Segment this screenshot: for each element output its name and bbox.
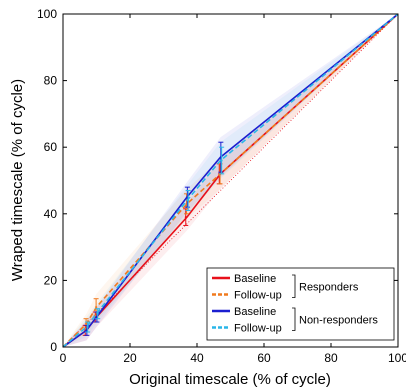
legend-box bbox=[206, 267, 395, 341]
legend-group-label-1: Non-responders bbox=[299, 314, 378, 326]
data-point-s0-p3 bbox=[184, 216, 187, 219]
legend-label-3: Follow-up bbox=[234, 323, 282, 335]
series-line-2 bbox=[62, 13, 399, 348]
x-tick-label-1: 20 bbox=[123, 351, 137, 365]
y-tick-label-5: 100 bbox=[37, 7, 57, 21]
x-tick-label-4: 80 bbox=[324, 351, 338, 365]
data-point-s1-p1 bbox=[85, 322, 88, 325]
x-tick-label-0: 0 bbox=[60, 351, 67, 365]
band-series-0 bbox=[63, 14, 398, 347]
legend-bracket-1 bbox=[292, 307, 296, 331]
plot-frame bbox=[62, 13, 399, 348]
x-tick-label-5: 100 bbox=[388, 351, 406, 365]
x-axis-label: Original timescale (% of cycle) bbox=[129, 371, 331, 388]
series-group bbox=[62, 13, 399, 348]
legend-group-label-0: Responders bbox=[299, 281, 359, 293]
y-axis-label: Wraped timescale (% of cycle) bbox=[9, 79, 26, 281]
data-point-s3-p1 bbox=[86, 326, 89, 329]
y-tick-label-3: 60 bbox=[44, 140, 58, 154]
legend-label-0: Baseline bbox=[234, 273, 276, 285]
data-point-s3-p3 bbox=[187, 199, 190, 202]
axis-ticks: 0 20 40 60 80 100 0 20 40 60 80 100 bbox=[37, 7, 406, 365]
series-line-1 bbox=[62, 13, 399, 348]
y-tick-label-1: 20 bbox=[44, 273, 58, 287]
series-line-3 bbox=[62, 13, 399, 348]
y-tick-label-2: 40 bbox=[44, 207, 58, 221]
data-point-s3-p4 bbox=[220, 159, 223, 162]
y-tick-label-4: 80 bbox=[44, 74, 58, 88]
legend-label-2: Baseline bbox=[234, 306, 276, 318]
x-tick-label-3: 60 bbox=[257, 351, 271, 365]
data-point-s1-p2 bbox=[95, 306, 98, 309]
y-tick-label-0: 0 bbox=[50, 340, 57, 354]
legend: Baseline Follow-up Baseline Follow-up Respon… bbox=[206, 267, 395, 341]
legend-label-1: Follow-up bbox=[234, 290, 282, 302]
legend-bracket-0 bbox=[292, 274, 296, 298]
band-series-1 bbox=[63, 14, 398, 347]
data-point-s3-p2 bbox=[96, 312, 99, 315]
x-tick-label-2: 40 bbox=[190, 351, 204, 365]
